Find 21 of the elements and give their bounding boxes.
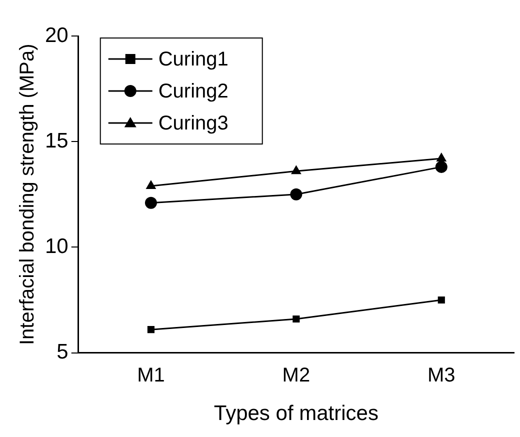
point [290, 165, 302, 174]
y-tick-label: 10 [45, 234, 68, 258]
x-tick-label: M3 [427, 364, 456, 386]
point [436, 152, 447, 162]
legend-label: Curing3 [158, 112, 228, 135]
x-axis-title: Types of matrices [214, 402, 378, 426]
y-tick-label: 5 [56, 340, 68, 364]
legend-label: Curing1 [158, 48, 228, 71]
point [147, 326, 154, 334]
y-axis-title: Interfacial bonding strength (MPa) [16, 44, 39, 346]
point [292, 315, 300, 323]
point [144, 196, 157, 209]
y-tick-label: 20 [45, 24, 68, 47]
point [146, 180, 156, 189]
y-tick-label: 15 [45, 129, 68, 152]
point [290, 188, 302, 200]
point [435, 160, 448, 173]
legend-label: Curing2 [158, 80, 228, 103]
x-tick-label: M2 [282, 364, 310, 386]
x-tick-label: M1 [137, 364, 165, 386]
point [438, 296, 445, 304]
